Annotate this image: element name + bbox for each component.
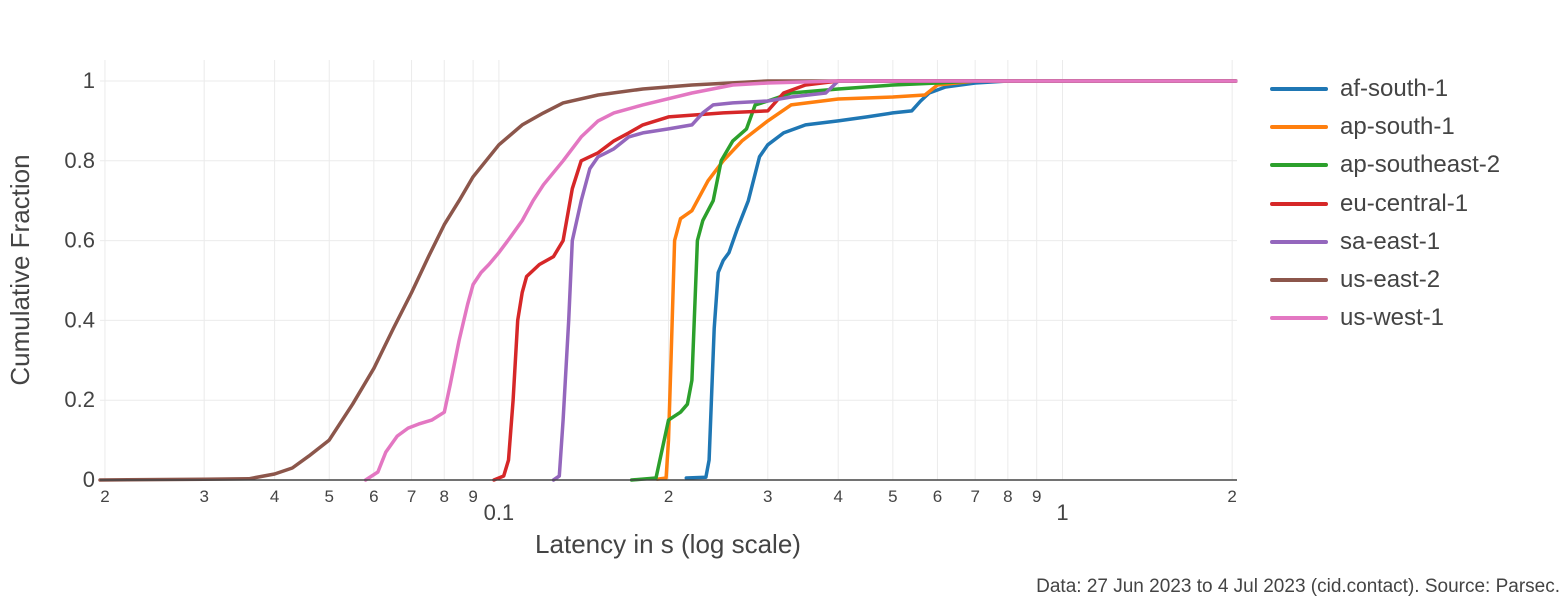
- legend-item-af-south-1[interactable]: af-south-1: [1262, 70, 1552, 108]
- source-note: Data: 27 Jun 2023 to 4 Jul 2023 (cid.con…: [1036, 576, 1560, 597]
- x-tick-label: 3: [763, 487, 772, 506]
- legend-label: eu-central-1: [1340, 189, 1469, 217]
- y-tick-label: 0.6: [64, 228, 95, 253]
- x-tick-label-major: 1: [1056, 500, 1068, 525]
- x-tick-label: 9: [1032, 487, 1041, 506]
- legend-swatch: [1270, 278, 1328, 283]
- x-tick-label: 5: [888, 487, 897, 506]
- x-tick-label: 4: [270, 487, 279, 506]
- x-tick-label: 7: [970, 487, 979, 506]
- legend-item-us-west-1[interactable]: us-west-1: [1262, 299, 1552, 337]
- legend-swatch: [1270, 163, 1328, 168]
- x-tick-label: 6: [933, 487, 942, 506]
- x-axis-title: Latency in s (log scale): [535, 529, 801, 559]
- legend-label: ap-south-1: [1340, 113, 1455, 141]
- series-line-eu-central-1: [492, 79, 1238, 482]
- series-lines: [98, 79, 1238, 482]
- legend-label: us-east-2: [1340, 266, 1441, 294]
- x-tick-label: 2: [1227, 487, 1236, 506]
- x-tick-label: 6: [369, 487, 378, 506]
- legend-label: us-west-1: [1340, 304, 1445, 332]
- legend-swatch: [1270, 87, 1328, 92]
- x-tick-label: 8: [440, 487, 449, 506]
- legend-swatch: [1270, 125, 1328, 130]
- series-line-af-south-1: [684, 79, 1238, 480]
- legend-swatch: [1270, 239, 1328, 244]
- legend-item-eu-central-1[interactable]: eu-central-1: [1262, 185, 1552, 223]
- legend-item-sa-east-1[interactable]: sa-east-1: [1262, 223, 1552, 261]
- x-tick-label: 4: [833, 487, 842, 506]
- legend-item-ap-southeast-2[interactable]: ap-southeast-2: [1262, 146, 1552, 184]
- y-tick-label: 0: [83, 467, 95, 492]
- legend-label: af-south-1: [1340, 75, 1449, 103]
- y-tick-label: 1: [83, 68, 95, 93]
- y-axis-title: Cumulative Fraction: [5, 154, 35, 385]
- legend-swatch: [1270, 201, 1328, 206]
- legend-item-us-east-2[interactable]: us-east-2: [1262, 261, 1552, 299]
- y-tick-label: 0.2: [64, 387, 95, 412]
- legend-swatch: [1270, 316, 1328, 321]
- axis-labels: Latency in s (log scale) Cumulative Frac…: [5, 154, 801, 559]
- y-tick-label: 0.8: [64, 148, 95, 173]
- y-tick-label: 0.4: [64, 307, 95, 332]
- x-tick-label: 8: [1003, 487, 1012, 506]
- series-line-sa-east-1: [551, 79, 1238, 482]
- x-tick-label: 7: [407, 487, 416, 506]
- x-tick-label: 2: [100, 487, 109, 506]
- series-line-us-west-1: [363, 79, 1238, 482]
- series-line-ap-south-1: [655, 79, 1238, 481]
- legend-item-ap-south-1[interactable]: ap-south-1: [1262, 108, 1552, 146]
- series-line-us-east-2: [98, 79, 1238, 482]
- series-line-ap-southeast-2: [629, 79, 1238, 482]
- x-tick-label: 9: [468, 487, 477, 506]
- legend: af-south-1 ap-south-1 ap-southeast-2 eu-cen…: [1262, 70, 1552, 337]
- legend-label: ap-southeast-2: [1340, 151, 1501, 179]
- grid-lines: [100, 60, 1237, 480]
- x-tick-label: 2: [664, 487, 673, 506]
- legend-label: sa-east-1: [1340, 227, 1441, 255]
- x-tick-label-major: 0.1: [484, 500, 515, 525]
- x-tick-label: 3: [199, 487, 208, 506]
- x-tick-label: 5: [324, 487, 333, 506]
